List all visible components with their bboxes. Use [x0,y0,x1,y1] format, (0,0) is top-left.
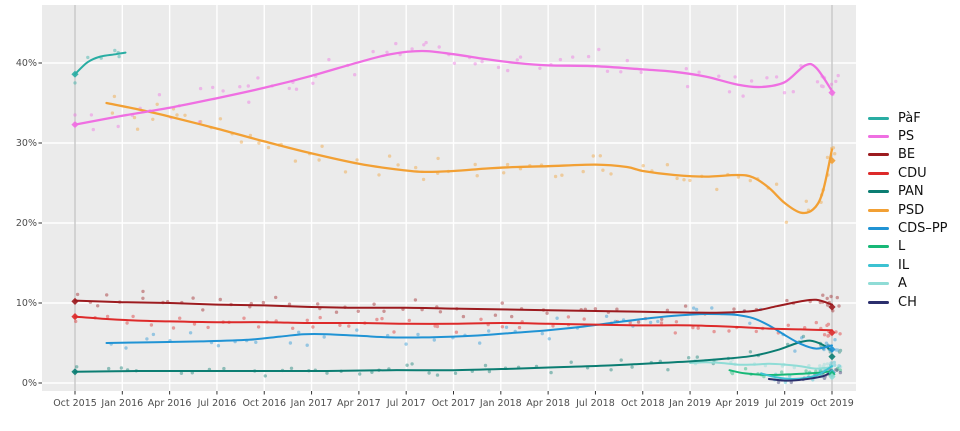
chart-legend: PàF PS BE CDU PAN PSD CDS–PP L IL A CH [868,109,948,312]
x-tick-label: Jan 2018 [479,398,522,409]
legend-label: PSD [898,202,925,218]
legend-swatch-icon [868,116,889,120]
legend-item-L: L [868,238,948,256]
legend-label: A [898,276,907,292]
trend-line-BE [74,298,833,314]
x-tick-label: Jan 2016 [100,398,143,409]
legend-swatch-icon [868,245,889,249]
y-tick-label: 10% [16,298,37,309]
x-tick-label: Oct 2017 [432,398,476,409]
x-tick-label: Apr 2017 [337,398,381,409]
x-tick-label: Oct 2018 [621,398,665,409]
x-tick-label: Oct 2016 [242,398,286,409]
legend-item-PS: PS [868,127,948,145]
x-tick-label: Jul 2016 [197,398,237,409]
x-tick-label: Apr 2018 [526,398,570,409]
x-tick-label: Jan 2017 [290,398,333,409]
trend-line-PSD [105,101,834,215]
legend-swatch-icon [868,171,889,175]
trend-lines [73,49,834,382]
legend-label: IL [898,257,910,273]
trend-line-CH [767,370,833,382]
axes: 0% 10% 20% 30% 40% Oct 2015 Jan 2016 Apr 2016 Ju… [16,58,854,409]
legend-swatch-icon [868,135,889,139]
legend-label: PAN [898,184,924,200]
election-date-reflines [74,5,833,391]
x-tick-label: Jul 2017 [386,398,426,409]
trend-line-CDU [74,315,833,332]
x-tick-label: Apr 2016 [148,398,192,409]
legend-label: PS [898,129,915,145]
legend-item-PSD: PSD [868,201,948,219]
legend-item-BE: BE [868,146,948,164]
legend-swatch-icon [868,300,889,304]
legend-label: PàF [898,110,921,126]
x-tick-label: Oct 2015 [53,398,97,409]
legend-swatch-icon [868,190,889,194]
y-tick-label: 30% [16,138,37,149]
trend-line-PàF [74,51,127,76]
legend-label: L [898,239,906,255]
election-result-markers [71,70,836,381]
legend-item-A: A [868,275,948,293]
legend-swatch-icon [868,282,889,286]
legend-label: BE [898,147,916,163]
legend-label: CH [898,294,917,310]
trend-line-PS [73,49,834,126]
legend-swatch-icon [868,208,889,212]
x-tick-label: Oct 2019 [810,398,854,409]
trend-line-CDS–PP [105,313,833,350]
legend-item-CH: CH [868,293,948,311]
y-tick-label: 0% [22,378,37,389]
legend-item-PàF: PàF [868,109,948,127]
scatter-PSD [110,94,837,224]
trend-line-IL [760,365,833,380]
x-tick-label: Jul 2019 [764,398,804,409]
legend-label: CDU [898,165,927,181]
legend-label: CDS–PP [898,221,948,237]
x-tick-label: Jan 2019 [668,398,711,409]
legend-swatch-icon [868,263,889,267]
legend-item-CDU: CDU [868,164,948,182]
x-tick-label: Jul 2018 [575,398,615,409]
legend-item-CDS–PP: CDS–PP [868,219,948,237]
y-tick-label: 20% [16,218,37,229]
legend-item-PAN: PAN [868,183,948,201]
legend-item-IL: IL [868,256,948,274]
legend-swatch-icon [868,153,889,157]
x-tick-label: Apr 2019 [716,398,760,409]
legend-swatch-icon [868,227,889,231]
y-tick-label: 40% [16,58,37,69]
trend-line-A [689,361,833,370]
